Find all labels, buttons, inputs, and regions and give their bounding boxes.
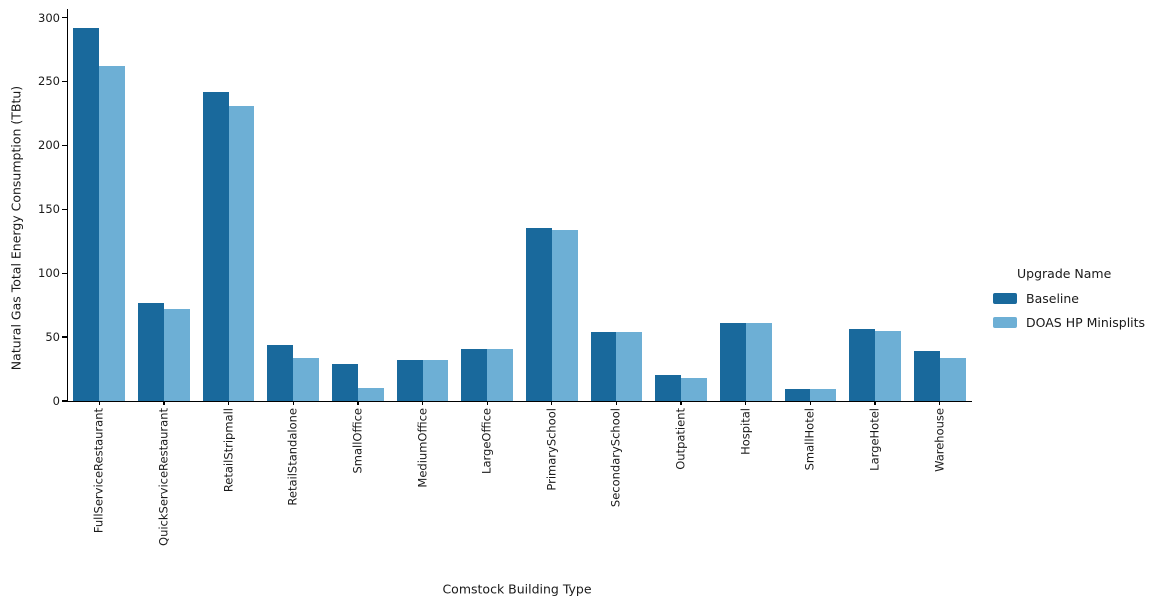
bar-baseline-retailstripmall	[202, 91, 229, 401]
y-tick	[62, 272, 67, 274]
x-category-label: Warehouse	[932, 408, 947, 472]
bar-doas-hp-minisplits-outpatient	[681, 377, 707, 401]
bar-baseline-quickservicerestaurant	[138, 302, 164, 401]
x-category-label: Hospital	[738, 408, 753, 455]
bar-baseline-primaryschool	[525, 228, 552, 401]
x-tick	[421, 401, 424, 405]
y-tick-label: 0	[52, 394, 60, 408]
y-tick	[62, 16, 67, 19]
x-category-label: FullServiceRestaurant	[91, 408, 106, 534]
x-axis-spine	[67, 401, 972, 403]
bar-baseline-smallhotel	[784, 389, 811, 401]
x-tick	[874, 401, 876, 405]
bar-doas-hp-minisplits-warehouse	[939, 357, 966, 401]
y-tick-label: 200	[38, 138, 60, 153]
x-tick	[292, 401, 294, 405]
bar-doas-hp-minisplits-mediumoffice	[422, 360, 449, 401]
x-category-label: RetailStripmall	[221, 408, 236, 493]
bar-doas-hp-minisplits-retailstripmall	[228, 105, 255, 401]
x-category-label: LargeHotel	[867, 408, 882, 471]
x-tick	[486, 401, 488, 405]
x-tick	[680, 401, 682, 405]
bar-baseline-largehotel	[849, 329, 876, 401]
legend-item-label: Baseline	[1026, 291, 1079, 306]
bar-baseline-retailstandalone	[267, 344, 294, 401]
x-category-label: PrimarySchool	[544, 408, 559, 491]
bar-baseline-hospital	[719, 323, 746, 401]
bar-baseline-largeoffice	[461, 348, 488, 401]
baseline-swatch-icon	[993, 293, 1017, 304]
y-tick-label: 50	[45, 330, 60, 345]
y-tick	[62, 208, 67, 210]
x-category-label: RetailStandalone	[285, 408, 300, 506]
bar-baseline-mediumoffice	[396, 360, 423, 401]
bar-doas-hp-minisplits-retailstandalone	[293, 357, 320, 401]
bar-doas-hp-minisplits-fullservicerestaurant	[99, 66, 126, 401]
bar-doas-hp-minisplits-largeoffice	[487, 348, 514, 401]
x-category-label: SmallOffice	[350, 408, 365, 474]
y-tick-label: 150	[38, 202, 60, 217]
bar-baseline-smalloffice	[332, 363, 358, 401]
legend-item-baseline: Baseline	[993, 291, 1167, 306]
bar-doas-hp-minisplits-largehotel	[875, 330, 901, 401]
x-tick	[551, 401, 553, 405]
bar-baseline-outpatient	[655, 375, 682, 401]
y-tick-label: 100	[38, 266, 60, 281]
x-tick	[615, 401, 618, 405]
bar-doas-hp-minisplits-smalloffice	[357, 388, 384, 401]
x-tick	[357, 401, 359, 405]
bar-doas-hp-minisplits-quickservicerestaurant	[163, 308, 190, 401]
y-axis-spine	[67, 9, 69, 403]
legend: Upgrade Name Baseline DOAS HP Minisplits	[993, 266, 1167, 330]
x-tick	[809, 401, 812, 405]
x-category-label: Outpatient	[673, 408, 688, 470]
x-axis-label: Comstock Building Type	[442, 581, 592, 597]
y-tick	[62, 80, 67, 83]
x-category-label: SecondarySchool	[608, 408, 623, 508]
x-category-label: LargeOffice	[479, 408, 494, 474]
bar-baseline-secondaryschool	[590, 331, 617, 401]
x-tick	[227, 401, 230, 405]
bar-baseline-warehouse	[913, 351, 940, 401]
x-tick	[98, 401, 100, 405]
legend-item-doas: DOAS HP Minisplits	[993, 315, 1167, 330]
y-tick-label: 300	[38, 10, 60, 25]
x-category-label: MediumOffice	[415, 408, 430, 488]
legend-item-label: DOAS HP Minisplits	[1026, 315, 1146, 330]
x-tick	[163, 401, 165, 405]
x-tick	[939, 401, 941, 405]
y-tick-label: 250	[38, 74, 60, 89]
bar-doas-hp-minisplits-smallhotel	[810, 389, 837, 401]
x-category-label: SmallHotel	[802, 408, 817, 471]
bar-doas-hp-minisplits-hospital	[745, 323, 772, 401]
y-axis-label: Natural Gas Total Energy Consumption (TB…	[8, 85, 24, 371]
legend-title: Upgrade Name	[1017, 266, 1112, 281]
doas-swatch-icon	[993, 317, 1017, 328]
x-tick	[745, 401, 747, 405]
y-tick	[62, 400, 67, 402]
y-tick	[62, 144, 67, 146]
y-tick	[62, 336, 67, 338]
bar-baseline-fullservicerestaurant	[73, 27, 100, 401]
bar-doas-hp-minisplits-secondaryschool	[616, 331, 643, 401]
x-category-label: QuickServiceRestaurant	[156, 408, 171, 546]
bar-doas-hp-minisplits-primaryschool	[551, 229, 578, 401]
